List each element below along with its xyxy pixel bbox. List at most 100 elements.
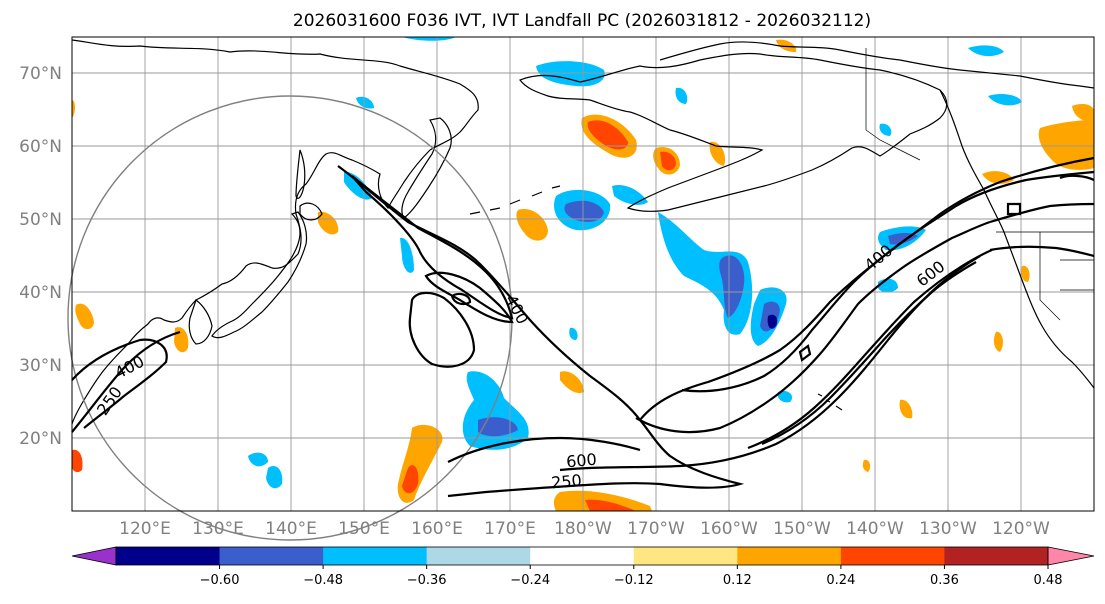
coastline-north-america — [939, 89, 1095, 389]
colorbar-extend-high — [1047, 546, 1095, 566]
coastline-alaska — [519, 52, 948, 212]
lon-label: 130°W — [919, 519, 977, 539]
colorbar-cell — [426, 547, 531, 565]
shading-patch — [1038, 120, 1094, 170]
shading-patch — [560, 371, 584, 394]
contour-600-core — [761, 261, 977, 446]
colorbar-extend-low — [71, 546, 117, 566]
shading-patch — [612, 184, 648, 205]
lon-label: 170°E — [484, 519, 536, 539]
coastline-asia — [71, 39, 479, 425]
contour-small-mark — [798, 344, 812, 362]
shading-patch — [719, 255, 745, 318]
shading-patch — [564, 200, 604, 222]
contour-label: 600 — [565, 450, 597, 472]
shading-patch — [675, 87, 688, 104]
shading-patch — [248, 452, 268, 467]
colorbar-cell — [323, 547, 428, 565]
contour-250-inner — [447, 436, 641, 463]
colorbar-tick-label: 0.24 — [826, 573, 855, 588]
ivt-anomaly-shading — [72, 37, 1094, 511]
colorbar-tick-label: 0.36 — [930, 573, 959, 588]
colorbar-tick-label: −0.36 — [407, 573, 447, 588]
contour-loop — [408, 291, 476, 368]
shading-patch — [356, 96, 374, 109]
shading-patch — [767, 314, 778, 329]
lat-label: 40°N — [19, 283, 62, 303]
ivt-contours — [71, 156, 1095, 498]
lat-label: 50°N — [19, 210, 62, 230]
contour-east-loop — [989, 245, 1095, 258]
coastlines — [71, 39, 1095, 425]
contour-250 — [71, 330, 181, 433]
coastline-sakhalin — [295, 149, 306, 199]
colorbar-frame — [115, 546, 1049, 566]
shading-patch — [266, 465, 283, 489]
lon-label: 140°W — [846, 519, 904, 539]
lon-label: 140°E — [265, 519, 317, 539]
contour-small — [450, 292, 472, 306]
colorbar-cells — [71, 546, 1095, 566]
shading-patch — [899, 399, 913, 419]
colorbar-tick-label: 0.48 — [1034, 573, 1063, 588]
colorbar-ticks: −0.60 −0.48 −0.36 −0.24 −0.12 0.12 0.24 0.36 0.4… — [200, 565, 1063, 588]
shading-patch — [72, 100, 75, 118]
border-alaska-canada — [865, 48, 921, 161]
coastline-hokkaido — [299, 202, 323, 221]
shading-patch — [988, 94, 1022, 106]
contour-400-west — [71, 338, 168, 429]
colorbar-cell — [116, 547, 221, 565]
lon-label: 170°W — [627, 519, 685, 539]
colorbar-tick-label: −0.48 — [303, 573, 343, 588]
contour-400-main-lower — [681, 170, 1095, 393]
shading-patch — [402, 37, 456, 41]
shading-patch — [862, 459, 871, 472]
colorbar-tick-label: −0.12 — [614, 573, 654, 588]
contour-east-coast — [989, 202, 1095, 224]
shading-patch — [569, 327, 578, 340]
lon-label: 150°W — [773, 519, 831, 539]
lon-label: 120°E — [119, 519, 171, 539]
coastline-korea — [188, 299, 213, 345]
colorbar-cell — [219, 547, 324, 565]
shading-patch — [587, 120, 628, 150]
shading-patch — [516, 209, 548, 241]
shading-patch — [402, 465, 419, 494]
shading-patch — [400, 237, 414, 273]
lon-label: 130°E — [192, 519, 244, 539]
lon-label: 180°W — [554, 519, 612, 539]
shading-patch — [968, 45, 1004, 57]
coastline-aleutians — [469, 185, 561, 215]
contour-400-closed — [424, 271, 514, 324]
lat-label: 60°N — [19, 137, 62, 157]
coastline-japan — [211, 211, 308, 339]
lon-label: 120°W — [992, 519, 1050, 539]
map-frame — [71, 36, 1095, 512]
shading-patch — [585, 499, 636, 511]
shading-patch — [72, 449, 83, 473]
lon-label: 160°W — [700, 519, 758, 539]
shading-patch — [776, 39, 797, 52]
lat-label: 30°N — [19, 356, 62, 376]
political-borders — [865, 48, 1094, 321]
shading-patch — [709, 141, 726, 166]
contour-600-inner — [747, 248, 993, 450]
border-us-states — [1039, 232, 1094, 321]
longitude-labels: 120°E 130°E 140°E 150°E 160°E 170°E 180°… — [119, 519, 1050, 539]
colorbar-tick-label: 0.12 — [723, 573, 752, 588]
shading-patch — [660, 151, 676, 171]
lat-label: 70°N — [19, 64, 62, 84]
shading-patch — [993, 331, 1003, 352]
colorbar-cell — [944, 547, 1049, 565]
map-panel: 400 400 400 250 250 600 600 — [67, 36, 1095, 541]
shading-patch — [879, 123, 892, 136]
lat-label: 20°N — [19, 429, 62, 449]
shading-patch — [1072, 104, 1094, 122]
figure-title: 2026031600 F036 IVT, IVT Landfall PC (20… — [293, 11, 871, 31]
shading-patch — [318, 211, 339, 235]
colorbar-cell — [840, 547, 945, 565]
contour-ne — [1059, 174, 1095, 182]
shading-patch — [75, 303, 94, 330]
colorbar-cell — [633, 547, 738, 565]
